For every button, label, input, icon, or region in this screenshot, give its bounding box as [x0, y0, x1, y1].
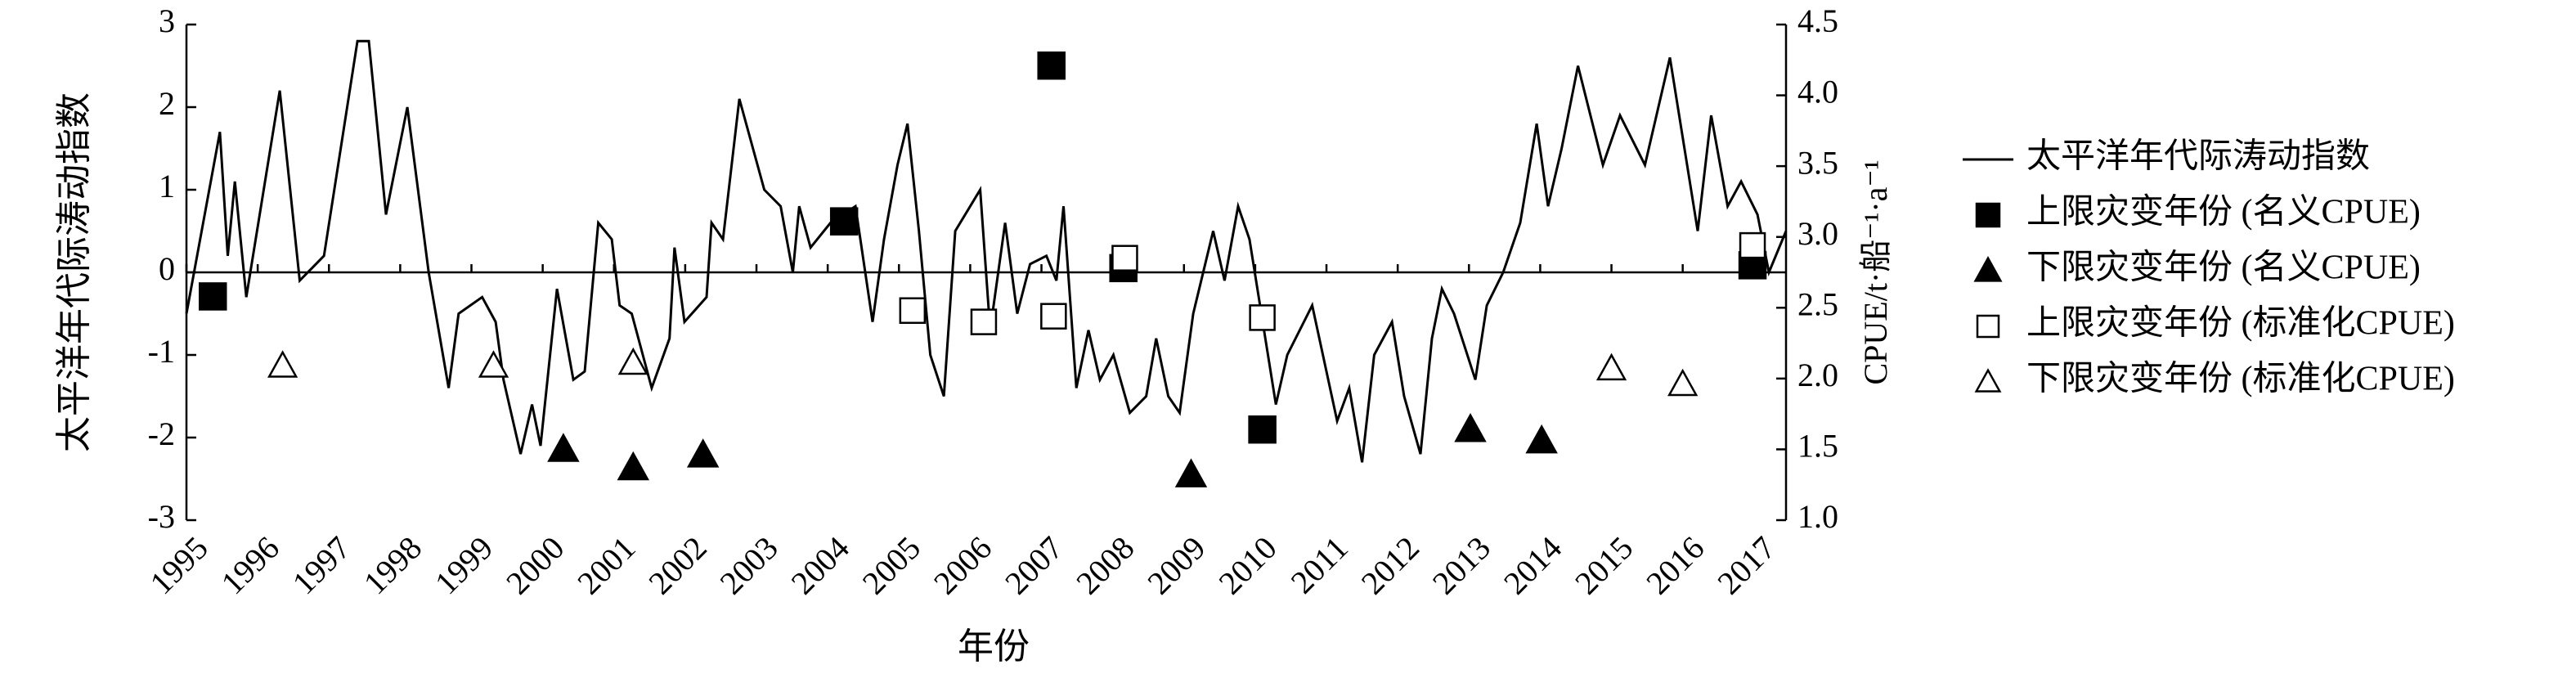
y2-tick-label: 3.0 [1797, 215, 1838, 252]
point [1595, 352, 1627, 381]
y2-axis-title: CPUE/t·船⁻¹·a⁻¹ [1857, 159, 1894, 384]
legend-label: 太平洋年代际涛动指数 [2026, 137, 2370, 176]
legend-label: 上限灾变年份 (名义CPUE) [2026, 193, 2421, 231]
legend-label: 下限灾变年份 (名义CPUE) [2026, 249, 2421, 287]
point [1525, 424, 1558, 454]
legend-label: 上限灾变年份 (标准化CPUE) [2026, 304, 2455, 343]
point [267, 350, 298, 378]
y-tick-label: 0 [159, 250, 175, 287]
x-tick-label: 2005 [855, 529, 927, 601]
point [617, 347, 648, 375]
point [686, 438, 720, 468]
point [1739, 231, 1766, 259]
y-axis-title: 太平洋年代际涛动指数 [54, 92, 94, 452]
point [478, 350, 509, 378]
legend-marker [1976, 314, 2000, 339]
x-axis-title: 年份 [958, 626, 1030, 667]
legend-marker [1974, 368, 2002, 393]
y2-tick-label: 4.0 [1797, 74, 1838, 110]
legend-label: 下限灾变年份 (标准化CPUE) [2026, 360, 2455, 398]
point [198, 282, 227, 311]
point [1249, 304, 1276, 331]
point [829, 207, 859, 236]
y-tick-label: 3 [159, 2, 175, 39]
x-tick-label: 2004 [784, 529, 856, 601]
x-tick-label: 2013 [1425, 529, 1497, 601]
x-tick-label: 1997 [285, 529, 357, 601]
x-tick-label: 2012 [1354, 529, 1426, 601]
x-tick-label: 2014 [1497, 529, 1568, 601]
x-tick-label: 2011 [1284, 529, 1355, 600]
y2-tick-label: 3.5 [1797, 144, 1838, 181]
x-tick-label: 1998 [357, 529, 429, 601]
y2-tick-label: 1.5 [1797, 428, 1838, 465]
x-tick-label: 2017 [1710, 529, 1782, 601]
x-tick-label: 2009 [1140, 529, 1212, 601]
pdo-line [185, 39, 1788, 463]
legend-marker [1973, 256, 2003, 282]
point [1248, 415, 1277, 444]
x-tick-label: 1996 [214, 529, 286, 601]
x-tick-label: 1999 [428, 529, 500, 601]
y2-tick-label: 2.0 [1797, 357, 1838, 393]
point [1040, 303, 1067, 330]
y-tick-label: 1 [159, 168, 175, 204]
x-tick-label: 2006 [927, 529, 999, 601]
x-tick-label: 2007 [998, 529, 1070, 601]
point [1454, 413, 1487, 442]
y-tick-label: -1 [148, 333, 175, 370]
x-tick-label: 2008 [1069, 529, 1141, 601]
legend-marker [1975, 202, 2001, 228]
point [547, 433, 580, 462]
y-tick-label: -3 [148, 498, 175, 535]
y-tick-label: -2 [148, 415, 175, 452]
x-tick-label: 2016 [1639, 529, 1711, 601]
x-tick-label: 2015 [1568, 529, 1640, 601]
point [1111, 245, 1138, 272]
x-tick-label: 2002 [641, 529, 713, 601]
x-tick-label: 2000 [499, 529, 571, 601]
point [1174, 458, 1208, 487]
x-tick-label: 2001 [570, 529, 642, 601]
x-tick-label: 2010 [1211, 529, 1283, 601]
point [1667, 368, 1699, 397]
x-tick-label: 1995 [142, 529, 214, 601]
y2-tick-label: 4.5 [1797, 2, 1838, 39]
y2-tick-label: 1.0 [1797, 498, 1838, 535]
y2-tick-label: 2.5 [1797, 285, 1838, 322]
point [617, 451, 650, 481]
x-tick-label: 2003 [712, 529, 784, 601]
point [1037, 51, 1066, 80]
y-tick-label: 2 [159, 85, 175, 122]
point [970, 308, 998, 335]
point [899, 297, 927, 324]
